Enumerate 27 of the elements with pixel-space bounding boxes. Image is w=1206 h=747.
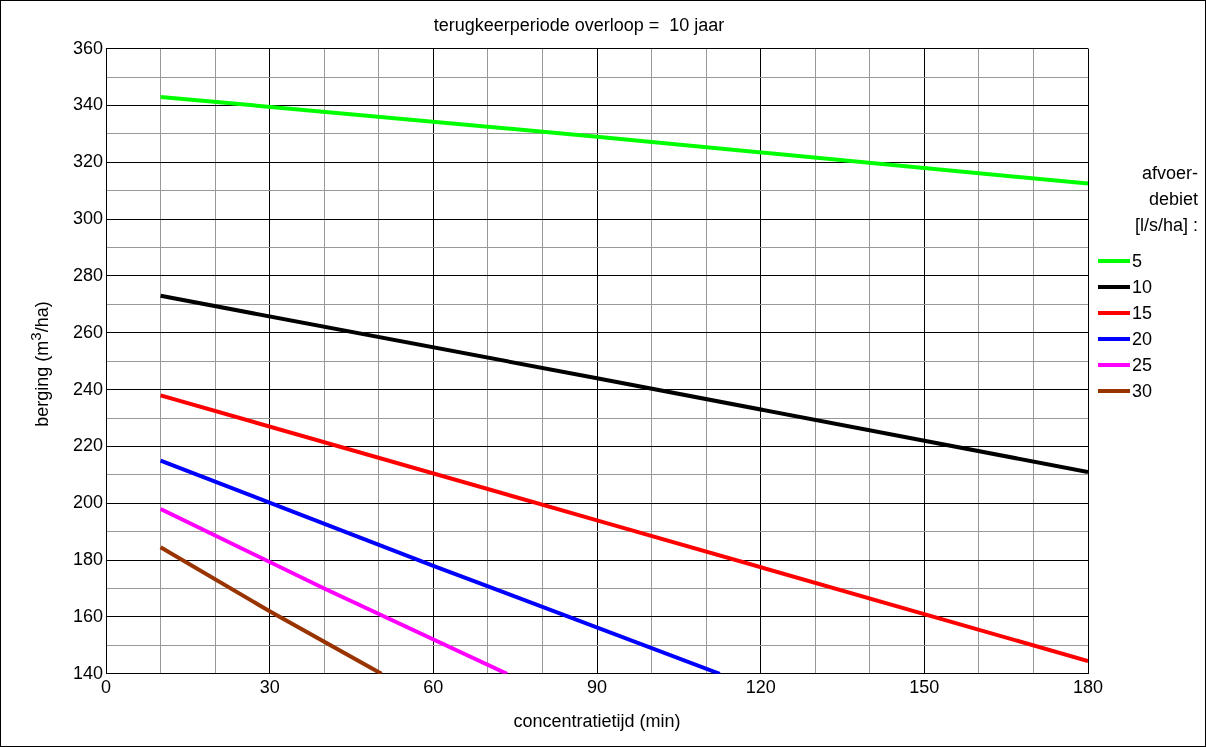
x-axis-title: concentratietijd (min) bbox=[513, 711, 681, 732]
legend-label: 15 bbox=[1132, 302, 1153, 324]
legend-label: 20 bbox=[1132, 328, 1153, 350]
y-tick-label: 360 bbox=[72, 37, 104, 58]
x-tick-label: 0 bbox=[101, 676, 112, 697]
legend-title: afvoer- debiet [l/s/ha] : bbox=[1133, 162, 1198, 237]
legend-label: 5 bbox=[1132, 250, 1143, 272]
x-tick-label: 60 bbox=[423, 676, 444, 697]
y-tick-label: 240 bbox=[72, 378, 104, 399]
x-tick-label: 150 bbox=[909, 676, 940, 697]
y-tick-label: 340 bbox=[72, 94, 104, 115]
y-tick-label: 220 bbox=[72, 435, 104, 456]
legend-label: 25 bbox=[1132, 354, 1153, 376]
y-tick-label: 160 bbox=[72, 605, 104, 626]
y-tick-label: 200 bbox=[72, 492, 104, 513]
y-tick-label: 320 bbox=[72, 151, 104, 172]
x-tick-label: 180 bbox=[1072, 676, 1104, 697]
x-tick-label: 90 bbox=[587, 676, 608, 697]
y-tick-label: 180 bbox=[72, 549, 104, 570]
y-tick-label: 300 bbox=[72, 208, 104, 229]
chart-title: terugkeerperiode overloop = 10 jaar bbox=[433, 14, 725, 35]
x-tick-label: 30 bbox=[259, 676, 280, 697]
y-tick-label: 280 bbox=[72, 264, 104, 285]
legend-label: 30 bbox=[1132, 380, 1153, 402]
legend-label: 10 bbox=[1132, 276, 1153, 298]
y-tick-label: 260 bbox=[72, 321, 104, 342]
x-tick-label: 120 bbox=[745, 676, 776, 697]
